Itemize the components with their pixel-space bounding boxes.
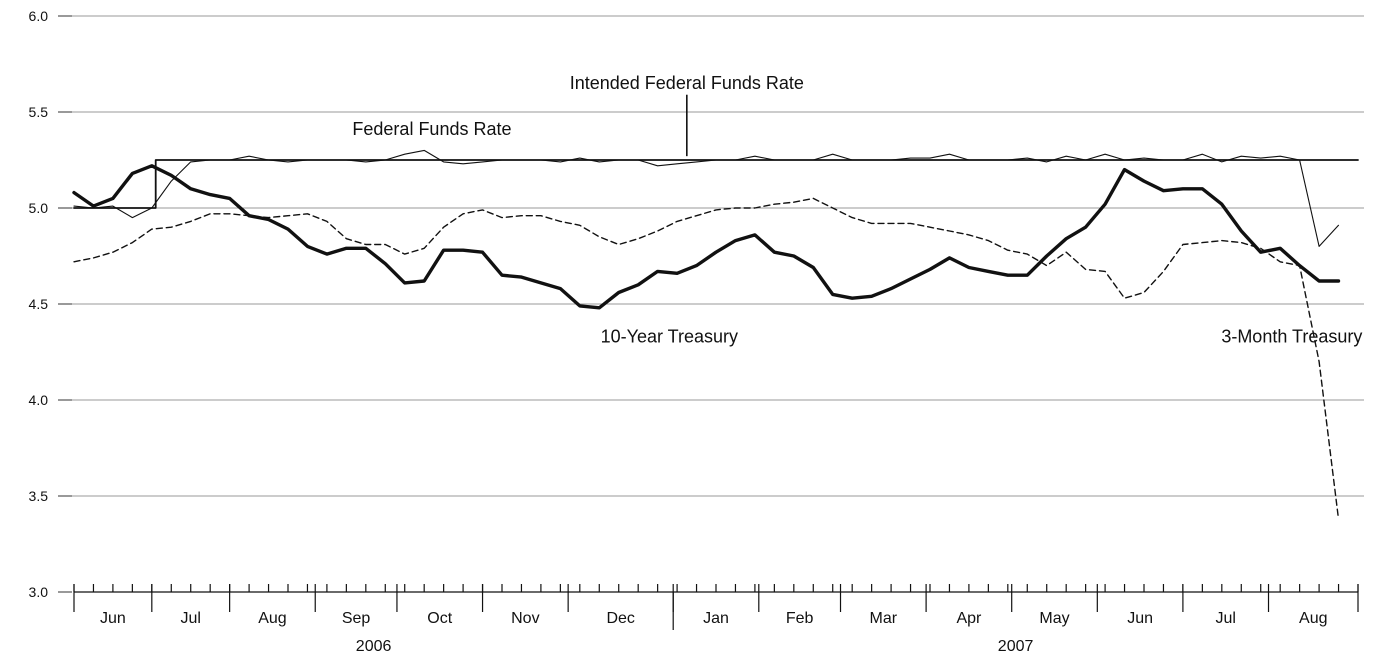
- x-tick-label: May: [1039, 610, 1069, 627]
- y-tick-label: 5.5: [29, 104, 49, 120]
- y-axis: 3.0 3.5 4.0 4.5 5.0 5.5 6.0: [29, 8, 72, 600]
- y-tick-label: 4.5: [29, 296, 49, 312]
- annotation-intended-federal-funds-rate: Intended Federal Funds Rate: [570, 73, 804, 93]
- series-line-intended-federal-funds-rate: [73, 159, 1359, 209]
- x-tick-label: Jul: [181, 610, 201, 627]
- annotation-3-month-treasury: 3-Month Treasury: [1221, 326, 1362, 346]
- y-tick-label: 3.5: [29, 488, 49, 504]
- series-line-3-month-treasury: [73, 197, 1340, 520]
- y-tick-label: 4.0: [29, 392, 49, 408]
- series-line-10-year-treasury: [72, 164, 1341, 310]
- x-tick-label: Dec: [606, 610, 634, 627]
- x-year-label: 2006: [356, 638, 392, 655]
- annotations: Intended Federal Funds Rate Federal Funds…: [352, 73, 1362, 346]
- x-tick-label: Jun: [1127, 610, 1153, 627]
- gridlines: [68, 15, 1364, 497]
- x-tick-label: Jun: [100, 610, 126, 627]
- y-tick-label: 5.0: [29, 200, 49, 216]
- x-tick-label: Apr: [956, 610, 982, 627]
- x-tick-label: Jul: [1215, 610, 1235, 627]
- x-tick-label: Mar: [870, 610, 898, 627]
- x-tick-label: Sep: [342, 610, 371, 627]
- series-group: [72, 149, 1359, 520]
- y-tick-label: 6.0: [29, 8, 49, 24]
- x-tick-label: Aug: [258, 610, 286, 627]
- x-tick-label: Aug: [1299, 610, 1327, 627]
- annotation-10-year-treasury: 10-Year Treasury: [601, 326, 738, 346]
- x-tick-label: Feb: [786, 610, 814, 627]
- annotation-federal-funds-rate: Federal Funds Rate: [352, 119, 511, 139]
- x-tick-label: Oct: [427, 610, 452, 627]
- x-axis: Jun Jul Aug Sep Oct Nov Dec Jan Feb Mar Apr May Jun J…: [73, 584, 1359, 655]
- x-tick-label: Nov: [511, 610, 539, 627]
- y-tick-label: 3.0: [29, 584, 49, 600]
- x-year-label: 2007: [998, 638, 1034, 655]
- x-tick-label: Jan: [703, 610, 729, 627]
- series-line-federal-funds-rate: [73, 149, 1340, 247]
